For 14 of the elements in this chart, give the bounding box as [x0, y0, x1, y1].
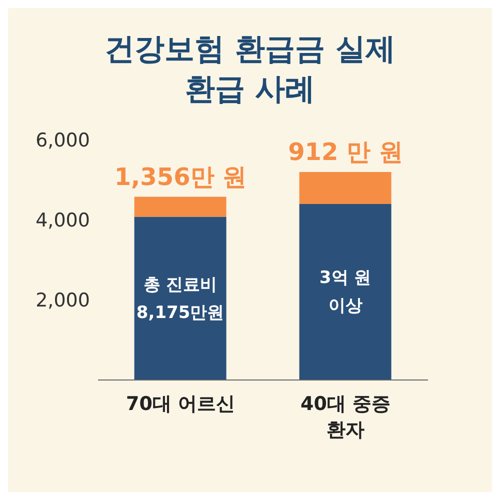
chart-title: 건강보험 환급금 실제 환급 사례 — [104, 31, 396, 109]
y-tick-label: 2,000 — [36, 290, 90, 312]
annotation: 1,356만 원 — [114, 162, 247, 191]
bar — [134, 216, 226, 380]
y-tick-label: 6,000 — [36, 130, 90, 152]
x-tick-label: 70대 어르신 — [126, 393, 236, 415]
bar — [134, 196, 226, 217]
bar — [299, 172, 392, 204]
bar — [299, 204, 392, 380]
annotation: 912 만 원 — [288, 138, 403, 166]
annotation: 3억 원 이상 — [319, 268, 372, 316]
x-tick-label: 40대 중증 환자 — [300, 393, 391, 441]
annotation: 총 진료비 8,175만원 — [136, 275, 224, 324]
y-tick-label: 4,000 — [36, 210, 90, 232]
